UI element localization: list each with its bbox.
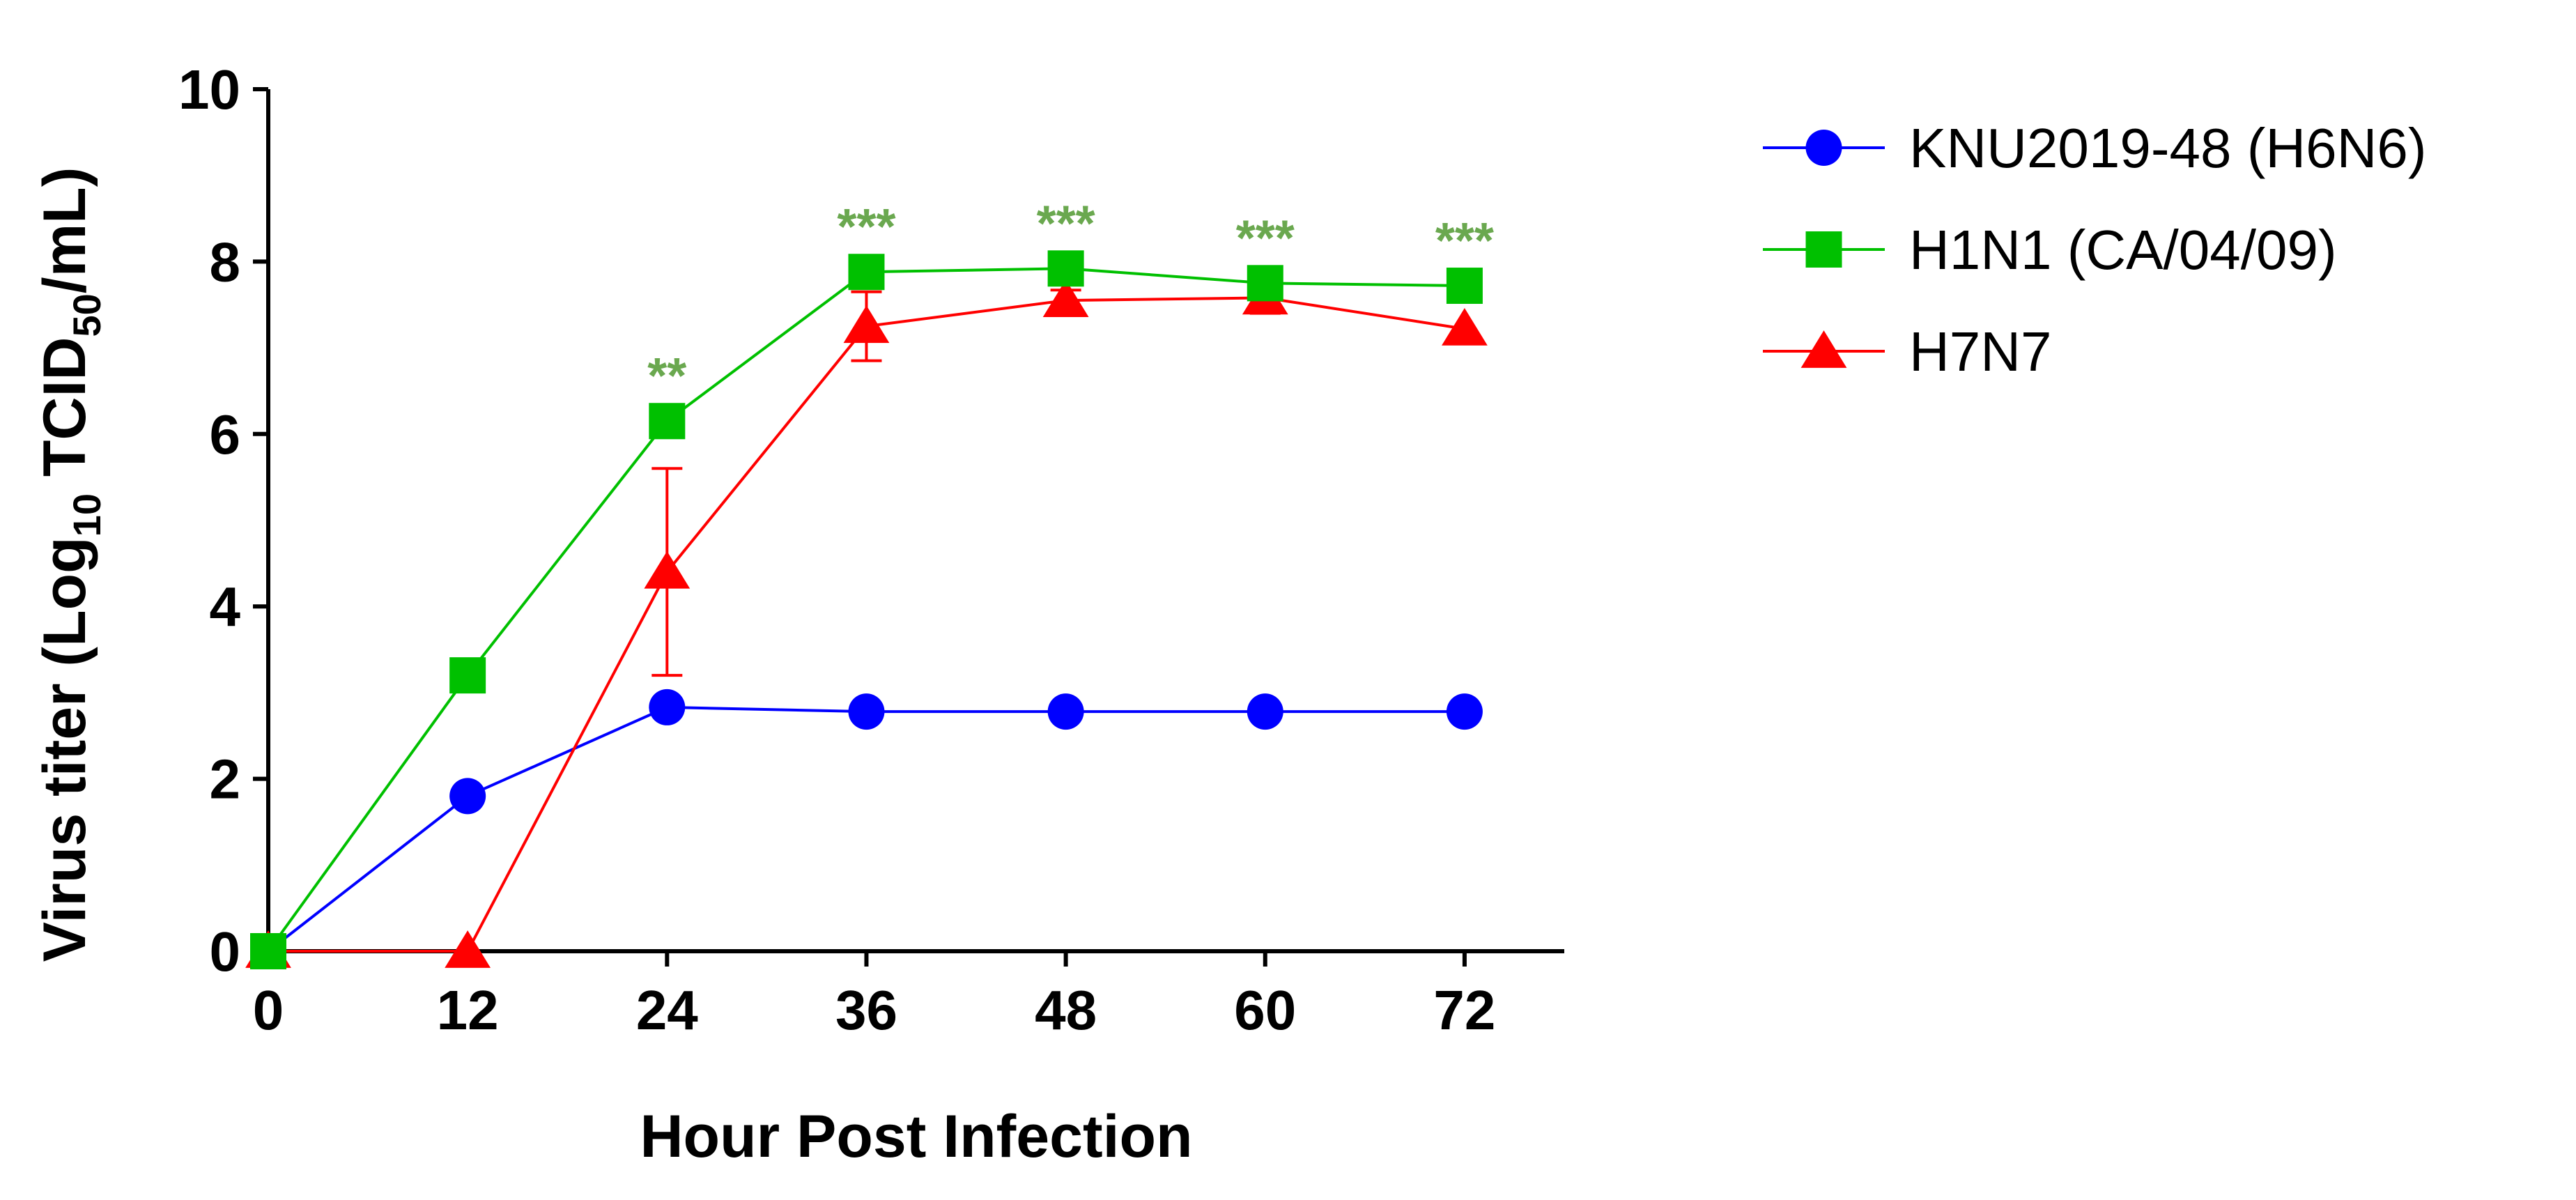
data-point [445,930,491,968]
y-axis-label-sub1: 10 [65,493,109,537]
legend-item-1: KNU2019-48 (H6N6) [1763,117,2427,179]
data-point [649,689,686,725]
x-tick-label: 60 [1234,979,1296,1041]
series-layer: ***** *** *** *** [245,196,1494,969]
significance-label: *** [1037,196,1095,252]
legend-label: KNU2019-48 (H6N6) [1909,117,2427,179]
data-point [449,778,486,815]
data-point [843,305,890,344]
x-tick-label: 72 [1433,979,1495,1041]
significance-label: *** [837,199,895,255]
legend-item-3: H7N7 [1763,321,2052,383]
y-axis-label-main: Virus titer (Log [31,537,98,962]
y-tick-label: 0 [210,921,241,983]
y-axis-label-sub2: 50 [65,293,109,337]
data-point [1247,693,1283,730]
series-line [268,296,1465,953]
data-point [1446,268,1483,305]
data-point [848,693,885,730]
data-point [644,551,691,589]
y-tick-label: 2 [210,748,241,810]
data-point [1442,307,1488,346]
x-tick-label: 48 [1035,979,1097,1041]
x-tick-label: 12 [437,979,499,1041]
series-1 [250,689,1483,969]
y-axis-label: Virus titer (Log10 TCID50/mL) [31,167,109,962]
significance-label: ** [647,348,686,404]
series-line [267,267,1465,953]
y-tick-label: 6 [210,403,241,466]
legend-marker [1805,130,1842,166]
legend-marker [1800,330,1847,368]
data-point [1047,693,1084,730]
legend-label: H1N1 (CA/04/09) [1909,219,2337,281]
data-point [1247,265,1283,302]
y-tick-label: 10 [178,59,240,121]
x-axis-label: Hour Post Infection [640,1103,1192,1170]
x-tick-label: 24 [636,979,698,1041]
series-3 [245,277,1488,968]
data-point [1047,250,1084,287]
data-point [1042,279,1089,317]
legend-marker [1805,231,1842,268]
y-axis-label-mid: TCID [31,337,98,493]
y-tick-label: 4 [210,576,241,638]
legend-item-2: H1N1 (CA/04/09) [1763,219,2337,281]
data-point [250,933,286,969]
legend: KNU2019-48 (H6N6) H1N1 (CA/04/09) H7N7 [1763,117,2427,383]
x-tick-label: 36 [835,979,897,1041]
data-point [449,657,486,694]
y-tick-label: 8 [210,231,241,293]
legend-label: H7N7 [1909,321,2052,383]
x-tick-label: 0 [253,979,284,1041]
series-2 [250,250,1483,969]
data-point [649,403,686,440]
data-point [848,254,885,291]
data-point [1446,693,1483,730]
significance-label: *** [1435,213,1494,269]
significance-label: *** [1236,210,1295,266]
series-line [267,705,1465,953]
y-axis-label-end: /mL) [31,167,98,294]
